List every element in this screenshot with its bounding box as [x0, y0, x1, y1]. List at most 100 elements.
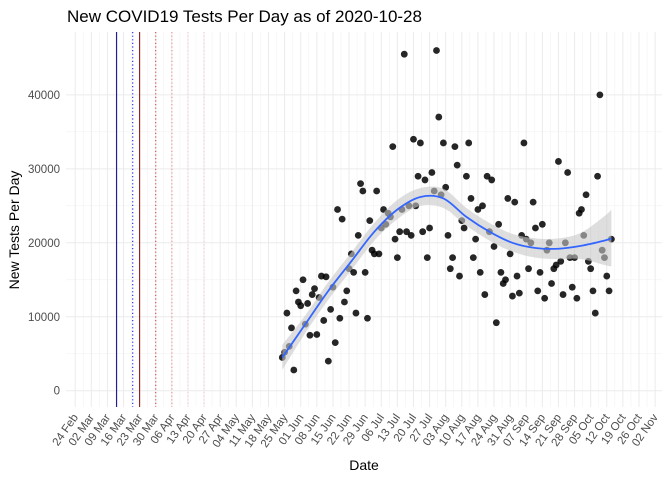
data-point: [573, 294, 581, 302]
data-point: [520, 139, 528, 147]
data-point: [472, 235, 480, 243]
data-point: [306, 331, 314, 339]
data-point: [304, 300, 312, 307]
data-point: [393, 254, 401, 261]
data-point: [451, 143, 459, 151]
data-point: [488, 176, 496, 184]
y-tick-label: 40000: [28, 90, 60, 102]
data-point: [552, 261, 560, 269]
data-point: [568, 283, 576, 291]
data-point: [511, 198, 519, 206]
data-point: [444, 232, 452, 239]
data-point: [433, 47, 440, 54]
y-tick-label: 0: [54, 386, 60, 398]
data-point: [536, 268, 544, 276]
data-point: [364, 314, 371, 322]
data-point: [288, 324, 295, 332]
data-point: [352, 309, 360, 317]
data-point: [343, 287, 351, 295]
y-tick-label: 10000: [28, 312, 60, 324]
data-point: [322, 273, 330, 281]
policy-date-lines: [116, 32, 205, 407]
data-point: [419, 228, 427, 236]
data-point: [403, 228, 410, 236]
data-point: [525, 265, 532, 273]
data-point: [396, 228, 404, 236]
data-point: [559, 291, 567, 298]
data-point: [446, 265, 454, 273]
data-point: [331, 339, 339, 347]
data-point: [529, 198, 537, 206]
data-point: [299, 276, 307, 284]
data-point: [463, 172, 470, 180]
data-point: [605, 287, 613, 295]
data-point: [474, 206, 482, 213]
data-point: [407, 232, 415, 239]
data-point: [389, 143, 397, 151]
data-point: [311, 285, 318, 293]
data-point: [469, 254, 477, 261]
data-point: [594, 172, 601, 180]
data-point: [350, 268, 358, 276]
data-point: [421, 176, 429, 184]
data-point: [423, 254, 431, 261]
data-point: [564, 169, 572, 176]
data-point: [515, 289, 523, 297]
data-point: [375, 250, 383, 258]
data-point: [354, 232, 362, 239]
data-point: [532, 224, 539, 232]
data-point: [582, 191, 590, 199]
data-point: [400, 50, 408, 58]
data-point: [578, 206, 585, 213]
data-point: [308, 291, 316, 298]
data-point: [297, 302, 305, 310]
y-axis-title: New Tests Per Day: [6, 171, 22, 290]
data-point: [410, 135, 417, 143]
data-point: [492, 319, 500, 327]
data-point: [313, 331, 321, 338]
data-point: [292, 287, 300, 295]
data-point: [481, 291, 489, 298]
data-point: [442, 183, 450, 191]
data-point: [504, 195, 512, 202]
data-point: [435, 113, 443, 121]
data-point: [467, 195, 475, 202]
data-point: [428, 169, 436, 176]
data-point: [465, 139, 473, 147]
data-point: [513, 272, 521, 280]
data-point: [479, 202, 486, 210]
data-point: [483, 172, 491, 180]
chart-title: New COVID19 Tests Per Day as of 2020-10-…: [67, 7, 422, 26]
data-point: [476, 268, 484, 276]
smooth-line: [281, 194, 612, 358]
data-point: [414, 172, 422, 180]
data-point: [361, 268, 369, 276]
data-point: [327, 305, 335, 313]
data-point: [490, 243, 498, 250]
data-point: [290, 366, 298, 374]
data-point: [341, 298, 348, 306]
y-tick-label: 20000: [28, 238, 60, 250]
y-tick-label: 30000: [28, 164, 60, 176]
data-point: [426, 224, 433, 232]
data-point: [359, 187, 367, 195]
data-point: [555, 158, 562, 165]
data-point: [357, 180, 364, 188]
data-point: [439, 139, 447, 147]
data-point: [373, 187, 381, 195]
data-point: [557, 257, 565, 265]
data-point: [541, 294, 549, 302]
plot-area: [66, 32, 662, 407]
smooth-trend: [281, 186, 612, 371]
data-point: [497, 268, 505, 276]
data-point: [603, 272, 611, 280]
data-point: [324, 357, 332, 365]
data-point: [336, 314, 344, 322]
data-point: [534, 287, 542, 295]
data-point: [449, 254, 456, 261]
data-point: [334, 206, 341, 213]
data-point: [506, 250, 514, 258]
data-point: [416, 139, 424, 147]
data-point: [283, 309, 291, 317]
